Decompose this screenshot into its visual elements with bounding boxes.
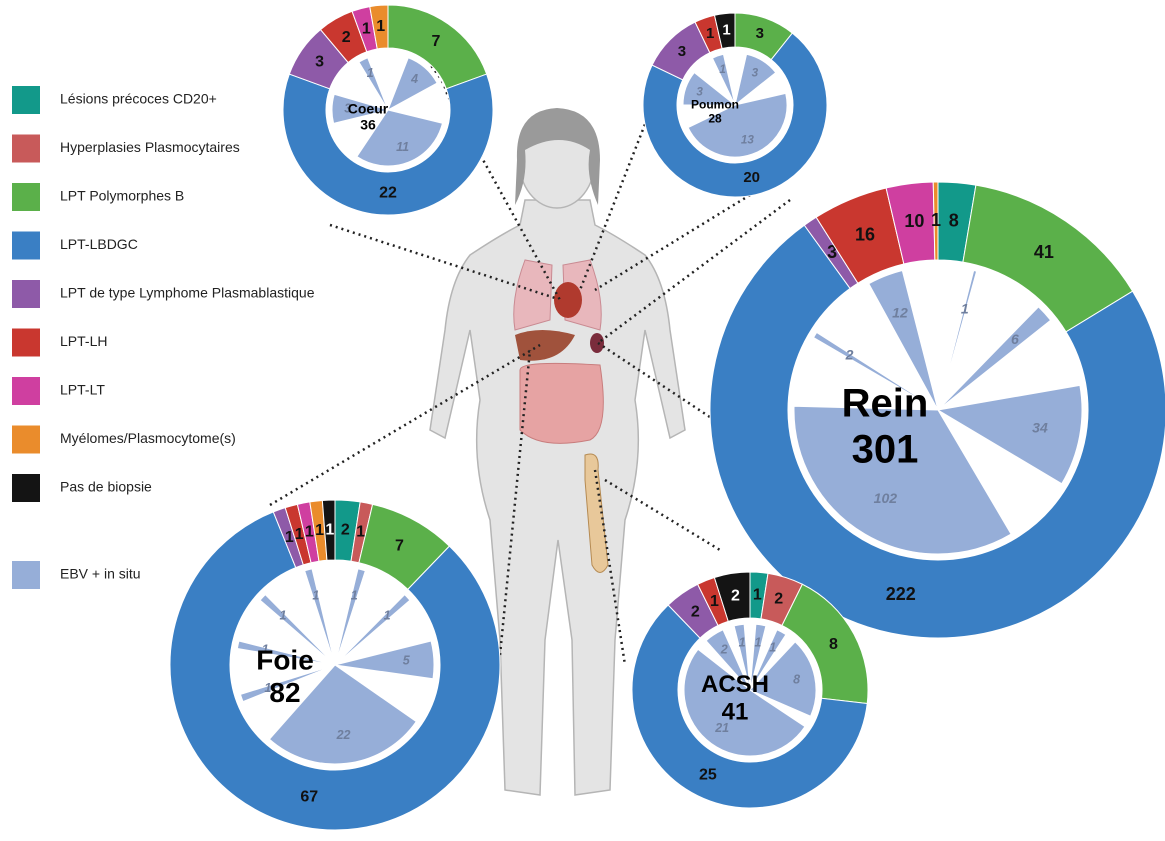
value-label: 22 <box>379 185 397 202</box>
value-label: 1 <box>325 521 334 538</box>
ebv-label: 1 <box>367 66 374 80</box>
intestines <box>520 363 603 443</box>
legend-label: EBV + in situ <box>60 566 141 582</box>
legend-swatch <box>12 474 40 502</box>
ebv-label: 3 <box>752 66 759 79</box>
center-total: 36 <box>360 117 376 133</box>
value-label: 1 <box>362 21 371 38</box>
donut-chart: 2176711111115221111Foie82 <box>170 500 500 830</box>
ebv-label: 11 <box>396 140 409 154</box>
value-label: 1 <box>706 25 714 42</box>
ebv-label: 12 <box>892 304 908 320</box>
infographic: Lésions précoces CD20+ Hyperplasies Plasm… <box>0 0 1165 836</box>
value-label: 8 <box>949 210 959 230</box>
value-label: 7 <box>431 33 440 50</box>
ebv-label: 1 <box>769 641 776 655</box>
donut-chart: 722321141131Coeur36 <box>283 5 493 215</box>
value-label: 16 <box>855 224 875 244</box>
ebv-label: 1 <box>384 609 391 623</box>
value-label: 3 <box>315 53 324 70</box>
center-name: Foie <box>256 645 314 676</box>
ebv-label: 8 <box>793 673 800 687</box>
ebv-label: 6 <box>1011 331 1019 347</box>
ebv-label: 1 <box>312 589 319 603</box>
value-label: 1 <box>722 21 730 38</box>
ebv-label: 1 <box>739 635 746 649</box>
value-label: 1 <box>931 210 941 230</box>
ebv-label: 1 <box>754 635 761 649</box>
kidney <box>590 333 604 353</box>
ebv-label: 102 <box>874 490 898 506</box>
value-label: 2 <box>731 587 740 604</box>
ebv-label: 1 <box>351 589 358 603</box>
value-label: 8 <box>829 636 838 653</box>
value-label: 1 <box>315 522 324 539</box>
value-label: 2 <box>691 604 700 621</box>
legend-label: Hyperplasies Plasmocytaires <box>60 139 240 155</box>
center-total: 82 <box>269 677 300 708</box>
legend-swatch <box>12 561 40 589</box>
donut-chart: 8412223161011634102212Rein301 <box>710 182 1165 638</box>
value-label: 20 <box>743 169 760 186</box>
legend-swatch <box>12 183 40 211</box>
ebv-label: 22 <box>336 728 351 742</box>
value-label: 2 <box>341 522 350 539</box>
ebv-label: 34 <box>1032 420 1048 436</box>
value-label: 1 <box>376 18 385 35</box>
value-label: 3 <box>756 25 764 42</box>
center-total: 301 <box>852 428 919 472</box>
legend-label: LPT Polymorphes B <box>60 188 184 204</box>
ebv-label: 13 <box>741 133 755 146</box>
center-name: ACSH <box>701 671 769 698</box>
ebv-label: 1 <box>719 63 726 76</box>
legend-label: LPT de type Lymphome Plasmablastique <box>60 285 315 301</box>
legend-label: LPT-LBDGC <box>60 236 138 252</box>
center-name: Rein <box>842 382 929 426</box>
center-total: 41 <box>722 698 749 725</box>
value-label: 25 <box>699 766 717 783</box>
ebv-label: 2 <box>720 642 728 656</box>
page: Lésions précoces CD20+ Hyperplasies Plasm… <box>0 0 1165 836</box>
ebv-label: 1 <box>961 301 969 317</box>
legend-label: LPT-LT <box>60 382 105 398</box>
legend-swatch <box>12 232 40 260</box>
value-label: 1 <box>710 593 719 610</box>
value-label: 222 <box>886 584 916 604</box>
legend-swatch <box>12 329 40 357</box>
value-label: 7 <box>395 538 404 555</box>
center-name: Coeur <box>348 100 389 116</box>
ebv-label: 2 <box>845 347 854 363</box>
center-total: 28 <box>708 111 722 125</box>
ebv-label: 1 <box>279 609 286 623</box>
value-label: 1 <box>305 524 314 541</box>
center-name: Poumon <box>691 98 739 112</box>
value-label: 67 <box>300 789 318 806</box>
legend-label: Pas de biopsie <box>60 479 152 495</box>
value-label: 1 <box>356 524 365 541</box>
heart <box>554 282 582 318</box>
value-label: 10 <box>904 211 924 231</box>
legend-swatch <box>12 377 40 405</box>
value-label: 2 <box>774 591 783 608</box>
legend-swatch <box>12 86 40 114</box>
value-label: 2 <box>342 29 351 46</box>
value-label: 1 <box>753 586 762 603</box>
legend-label: LPT-LH <box>60 333 107 349</box>
legend-label: Lésions précoces CD20+ <box>60 91 217 107</box>
value-label: 3 <box>678 43 686 60</box>
legend-label: Myélomes/Plasmocytome(s) <box>60 430 236 446</box>
value-label: 41 <box>1034 242 1054 262</box>
value-label: 1 <box>295 526 304 543</box>
ebv-label: 5 <box>403 654 411 668</box>
legend-swatch <box>12 426 40 454</box>
legend-swatch <box>12 135 40 163</box>
ebv-label: 4 <box>410 72 418 86</box>
legend-swatch <box>12 280 40 308</box>
